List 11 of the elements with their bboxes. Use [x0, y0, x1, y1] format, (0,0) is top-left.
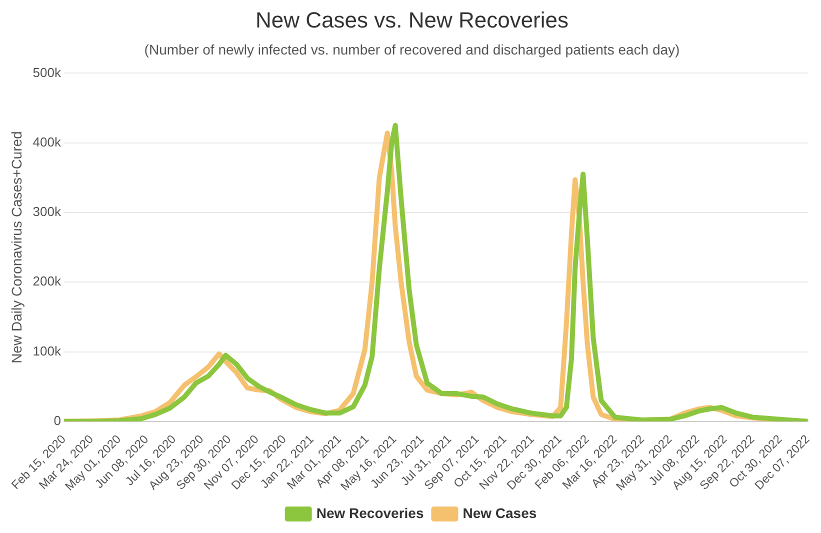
chart-title: New Cases vs. New Recoveries — [256, 7, 568, 32]
legend-label: New Cases — [462, 504, 537, 521]
y-tick-label: 500k — [32, 64, 62, 80]
y-tick-label: 300k — [32, 204, 62, 220]
legend-label: New Recoveries — [316, 504, 424, 521]
y-tick-label: 400k — [32, 134, 62, 150]
y-tick-label: 200k — [32, 274, 62, 289]
y-tick-label: 100k — [32, 343, 62, 358]
y-tick-label: 0 — [54, 412, 61, 428]
y-axis-title: New Daily Coronavirus Cases+Cured — [8, 131, 24, 364]
chart-subtitle: (Number of newly infected vs. number of recovered and discharged patients each day) — [144, 42, 680, 58]
